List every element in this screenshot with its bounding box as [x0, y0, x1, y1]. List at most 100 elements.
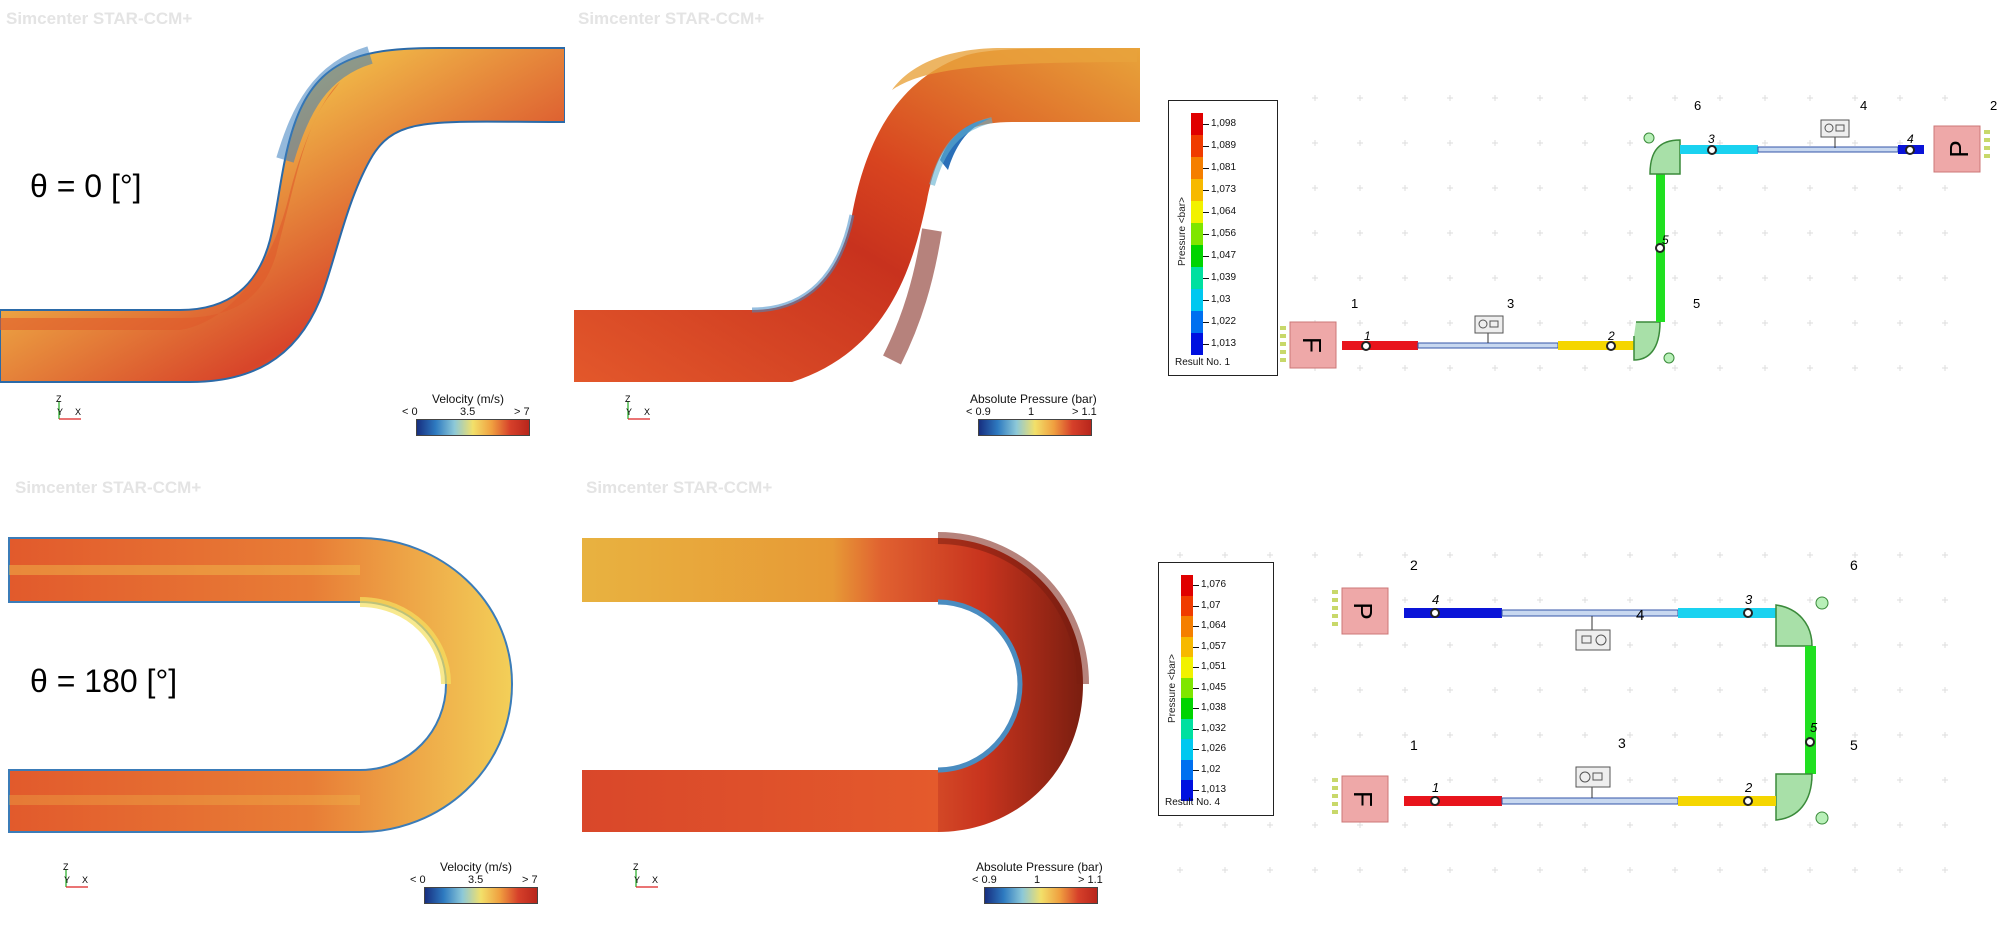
- colorbar-title: Velocity (m/s): [431, 392, 504, 406]
- legend-value: 1,032: [1201, 722, 1227, 734]
- pipe-segment-blue: [1404, 608, 1502, 618]
- bend-fitting-upper: [1649, 139, 1681, 175]
- meter-icon: [1575, 629, 1611, 651]
- legend-tick: [1193, 646, 1199, 648]
- colorbar-tick-max: > 1.1: [1078, 874, 1103, 886]
- legend-value: 1,081: [1211, 162, 1237, 173]
- legend-color-swatch: [1191, 201, 1203, 223]
- pressure-legend: Pressure <bar> 1,076 1,07 1,064 1,057 1,051 1…: [1158, 562, 1274, 816]
- pipe-network: P 4 3 4 5 F 1 2: [1332, 557, 1858, 825]
- legend-color-swatch: [1181, 636, 1193, 657]
- pipe-number: 5: [1810, 720, 1818, 735]
- bend-fitting-lower: [1633, 321, 1661, 361]
- velocity-contour: [0, 46, 565, 383]
- axis-x-label: X: [644, 407, 650, 417]
- axis-x-label: X: [652, 875, 658, 885]
- pressure-contour: [582, 532, 1089, 832]
- axis-triad: Z Y X: [63, 863, 88, 888]
- axis-triad: Z Y X: [633, 863, 658, 888]
- pressure-sink-label: P: [1944, 140, 1974, 157]
- colorbar-tick-mid: 3.5: [460, 406, 476, 418]
- pipe-segment-yellow: [1558, 341, 1634, 350]
- legend-result-label: Result No. 4: [1165, 797, 1221, 808]
- pipe-network: F 1 2 5 3 4 P: [1280, 98, 1997, 369]
- legend-value: 1,089: [1211, 140, 1237, 151]
- node-number: 1: [1410, 737, 1418, 753]
- velocity-colorbar: Velocity (m/s) < 0 3.5 > 7: [402, 392, 530, 436]
- pipe-number: 4: [1907, 132, 1914, 146]
- colorbar-title: Velocity (m/s): [439, 860, 512, 874]
- node-number: 5: [1693, 296, 1700, 311]
- legend-color-swatch: [1181, 718, 1193, 739]
- watermark: Simcenter STAR-CCM+: [578, 9, 765, 28]
- pipe-segment: [1417, 342, 1559, 349]
- flow-source-label: F: [1348, 791, 1378, 807]
- velocity-panel-row1: Simcenter STAR-CCM+ θ = 0 [°] Z Y X Velo…: [0, 0, 565, 440]
- pipe-segment-green: [1805, 646, 1816, 774]
- pipe-number: 5: [1662, 233, 1669, 247]
- node-number: 2: [1990, 98, 1997, 113]
- axis-triad: Z Y X: [625, 395, 650, 420]
- legend-tick: [1193, 728, 1199, 730]
- pipe-segment-yellow: [1678, 796, 1776, 806]
- legend-tick: [1203, 322, 1209, 323]
- legend-color-swatch: [1181, 677, 1193, 698]
- legend-value: 1,013: [1211, 338, 1237, 349]
- pressure-colorbar: Absolute Pressure (bar) < 0.9 1 > 1.1: [966, 392, 1097, 436]
- legend-tick: [1203, 278, 1209, 279]
- node-number: 6: [1694, 98, 1701, 113]
- legend-tick: [1203, 234, 1209, 235]
- velocity-contour: [8, 537, 514, 833]
- legend-color-swatch: [1191, 223, 1203, 245]
- pipe-number: 2: [1744, 780, 1753, 795]
- colorbar-tick-max: > 1.1: [1072, 406, 1097, 418]
- legend-tick: [1193, 585, 1199, 587]
- network-panel-row2: Pressure <bar> 1,076 1,07 1,064 1,057 1,051 1…: [1150, 470, 2000, 910]
- legend-color-swatch: [1191, 157, 1203, 179]
- colorbar-tick-max: > 7: [514, 406, 530, 418]
- pressure-contour: [574, 48, 1140, 382]
- legend-tick: [1203, 344, 1209, 345]
- legend-tick: [1193, 626, 1199, 628]
- colorbar-tick-min: < 0.9: [972, 874, 997, 886]
- theta-label: θ = 0 [°]: [30, 168, 142, 204]
- pipe-number: 3: [1745, 592, 1753, 607]
- legend-tick: [1193, 749, 1199, 751]
- legend-color-swatch: [1191, 333, 1203, 355]
- pressure-sink-box: [1933, 125, 1981, 173]
- node-number: 1: [1351, 296, 1358, 311]
- legend-tick: [1193, 605, 1199, 607]
- legend-tick: [1193, 769, 1199, 771]
- legend-value: 1,07: [1201, 599, 1221, 611]
- axis-y-label: Y: [64, 875, 70, 885]
- legend-value: 1,064: [1201, 620, 1227, 632]
- pipe-number: 1: [1364, 329, 1371, 343]
- node-number: 4: [1860, 98, 1867, 113]
- legend-tick: [1193, 790, 1199, 792]
- velocity-panel-row2: Simcenter STAR-CCM+ θ = 180 [°] Z Y X Ve…: [0, 470, 570, 910]
- pipe-segment-cyan: [1678, 608, 1776, 618]
- legend-value: 1,026: [1201, 743, 1227, 755]
- pipe-segment-red: [1342, 341, 1418, 350]
- legend-value: 1,02: [1201, 763, 1221, 775]
- pipe-segment: [1501, 797, 1679, 805]
- legend-value: 1,039: [1211, 272, 1237, 283]
- pipe-segment-cyan: [1680, 145, 1758, 154]
- axis-y-label: Y: [626, 407, 632, 417]
- pipe-number: 3: [1708, 132, 1715, 146]
- legend-value: 1,051: [1201, 661, 1227, 673]
- legend-tick: [1193, 667, 1199, 669]
- legend-value: 1,038: [1201, 702, 1227, 714]
- axis-z-label: Z: [63, 863, 69, 872]
- colorbar-tick-min: < 0: [402, 406, 418, 418]
- legend-value: 1,056: [1211, 228, 1237, 239]
- legend-color-swatch: [1191, 245, 1203, 267]
- colorbar-tick-min: < 0.9: [966, 406, 991, 418]
- axis-triad: Z Y X: [56, 395, 81, 420]
- axis-z-label: Z: [56, 395, 62, 404]
- pipe-segment: [1757, 146, 1899, 153]
- pipe-number: 4: [1432, 592, 1439, 607]
- pipe-number: 1: [1432, 780, 1439, 795]
- colorbar-tick-max: > 7: [522, 874, 538, 886]
- bend-fitting-lower: [1775, 773, 1813, 821]
